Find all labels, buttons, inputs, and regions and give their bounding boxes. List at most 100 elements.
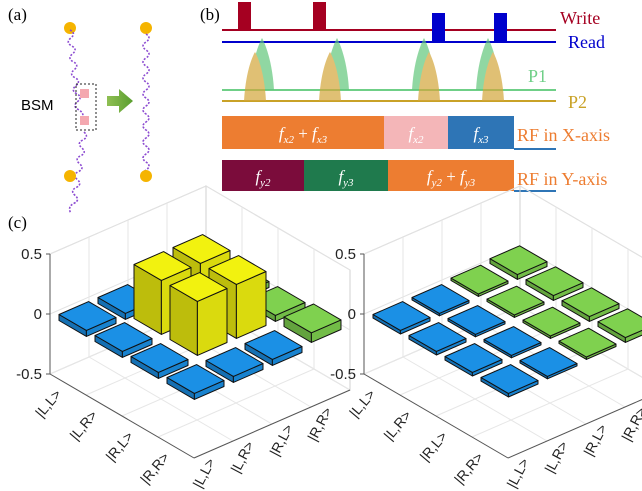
z-tick-label: 0.5 [21, 246, 42, 263]
rf-y-label: RF in Y-axis [517, 169, 607, 189]
floor-gridline [507, 399, 642, 459]
col-tick-label: |R,L> [266, 421, 296, 458]
top-right-node [140, 22, 152, 34]
transfer-arrow-icon [107, 89, 133, 113]
p2-pulse-2 [319, 52, 341, 101]
bars [372, 245, 642, 398]
row-tick-label: |L,R> [380, 407, 414, 443]
bar-top [558, 327, 617, 358]
optical-pulses [244, 38, 504, 101]
bar-top [208, 255, 267, 285]
row-tick-label: |R,L> [102, 428, 136, 464]
p2-label: P2 [568, 92, 587, 112]
row-tick-label: |L,R> [66, 407, 100, 443]
row-tick-label: |R,L> [416, 428, 450, 464]
bar-top [486, 285, 545, 316]
right-wave [142, 33, 150, 177]
bar-top [447, 305, 506, 335]
rf-x-segment-2 [384, 116, 448, 149]
bar-top [597, 308, 642, 339]
bar-top [411, 284, 470, 314]
bsm-upper-square [80, 89, 89, 98]
rf-y-row: fy2 fy3 fy2 + fy3 RF in Y-axis [222, 160, 607, 192]
rf-y-segment-1-text: fy2 [255, 167, 271, 189]
panel-c-label: (c) [8, 213, 27, 232]
col-tick-label: |R,R> [618, 404, 642, 443]
write-pulse-2 [313, 2, 326, 30]
bar-top [522, 306, 581, 337]
bar-top [450, 264, 509, 295]
floor-gridline [157, 368, 315, 438]
bar-top [444, 343, 503, 373]
p2-pulse-3 [418, 52, 440, 101]
bar-top [169, 272, 228, 302]
col-tick-label: |L,L> [189, 455, 218, 490]
row-axis [363, 373, 509, 459]
rf-y-segment-2 [304, 160, 388, 191]
col-tick-label: |L,R> [227, 438, 257, 475]
bar-r1-c0 [408, 322, 467, 356]
col-axis [193, 389, 351, 459]
col-tick-label: |L,L> [503, 455, 532, 490]
rf-x-segment-3-text: fx3 [473, 124, 489, 146]
bar-top [372, 301, 431, 331]
bsm-box [75, 83, 97, 131]
rf-y-segment-3-text: fy2 + fy3 [427, 167, 476, 189]
bar-r3-c1 [205, 347, 264, 383]
bar-top [244, 330, 303, 360]
bar-r3-c2 [244, 330, 303, 366]
bar-r0-c0 [58, 301, 117, 337]
z-gridline [49, 185, 351, 271]
bar-r0-c0 [372, 301, 431, 335]
panel-c: (c) 0.50-0.5|L,L>|L,R>|R,L>|R,R> |L,L> |L,… [8, 185, 642, 491]
bar-r3-c3 [283, 303, 342, 343]
bar-r2-c0 [444, 343, 503, 377]
write-pulse-1 [238, 2, 251, 30]
bar-top [205, 347, 264, 377]
write-label: Write [560, 8, 600, 28]
rf-x-label: RF in X-axis [517, 125, 610, 145]
row-tick-label: |L,L> [32, 386, 64, 420]
panel-b-label: (b) [200, 5, 220, 24]
z-tick-label: 0 [34, 306, 42, 323]
bars [58, 234, 342, 400]
bottom-left-node [64, 170, 76, 182]
bar3d-plot-right: 0.50-0.5|L,L>|L,R>|R,L>|R,R> |L,L> |L,R> |R… [330, 185, 642, 491]
bar-r2-c3 [561, 287, 620, 322]
bar-r1-c2 [486, 285, 545, 318]
col-axis [507, 399, 642, 459]
bar-r3-c3 [597, 308, 642, 343]
rf-y-segment-1 [222, 160, 304, 191]
z-tick-label: 0.5 [335, 246, 356, 263]
bar-r1-c0 [94, 322, 153, 358]
left-upper-wave [67, 29, 84, 120]
z-tick-label: 0 [348, 306, 356, 323]
rf-y-segment-3 [388, 160, 514, 191]
top-left-node [64, 22, 76, 34]
bar-r3-c2 [558, 327, 617, 360]
bar-top [172, 234, 231, 264]
panel-a: (a) BSM [8, 5, 152, 214]
bar-r1-c1 [447, 305, 506, 338]
bar-top [519, 347, 578, 377]
rf-x-segment-2-text: fx2 [408, 124, 424, 146]
bsm-lower-square [80, 116, 89, 125]
bar-r0-c2 [450, 264, 509, 297]
p2-pulse-1 [244, 52, 266, 101]
row-tick-label: |R,R> [451, 449, 486, 487]
bar-front [624, 329, 642, 343]
z-tick-label: -0.5 [16, 366, 42, 383]
row-tick-label: |R,R> [137, 449, 172, 487]
row-axis [49, 373, 195, 459]
bar-top [525, 266, 584, 297]
bar-top [283, 303, 342, 334]
bar-top [130, 343, 189, 373]
rf-x-segment-1-text: fx2 + fx3 [279, 124, 328, 146]
bar3d-plot-left: 0.50-0.5|L,L>|L,R>|R,L>|R,R> |L,L> |L,R> |R… [16, 185, 351, 491]
panel-b: (b) Write Read P1 P2 [200, 2, 610, 192]
rf-x-segment-1 [222, 116, 384, 149]
bar-r2-c1 [169, 272, 228, 356]
bar-top [94, 322, 153, 352]
bar-r2-c0 [130, 343, 189, 379]
